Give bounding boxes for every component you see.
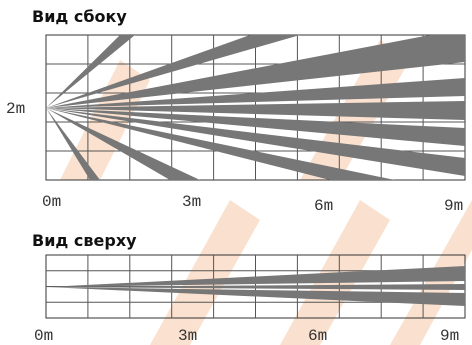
zone xyxy=(46,108,200,180)
zone xyxy=(46,35,300,108)
zone xyxy=(46,266,465,287)
height-label: 2m xyxy=(6,100,25,118)
zone xyxy=(46,108,100,180)
distance-label: 0m xyxy=(34,327,53,345)
zone xyxy=(46,78,465,108)
zone xyxy=(46,287,465,306)
side-view-zones xyxy=(46,35,465,180)
distance-label: 0m xyxy=(42,193,61,211)
distance-label: 6m xyxy=(308,327,327,345)
zone xyxy=(46,108,395,180)
side-view-title: Вид сбоку xyxy=(32,7,127,26)
zone xyxy=(46,35,135,108)
top-view-zones xyxy=(46,266,465,306)
distance-label: 9m xyxy=(444,197,463,215)
distance-label: 6m xyxy=(314,197,333,215)
top-view-title: Вид сверху xyxy=(32,231,137,250)
zone xyxy=(46,108,465,146)
zone xyxy=(46,35,465,108)
distance-label: 3m xyxy=(178,327,197,345)
distance-label: 3m xyxy=(182,193,201,211)
distance-label: 9m xyxy=(440,327,459,345)
zone xyxy=(46,108,465,176)
zone xyxy=(46,284,465,290)
zone xyxy=(46,101,465,120)
